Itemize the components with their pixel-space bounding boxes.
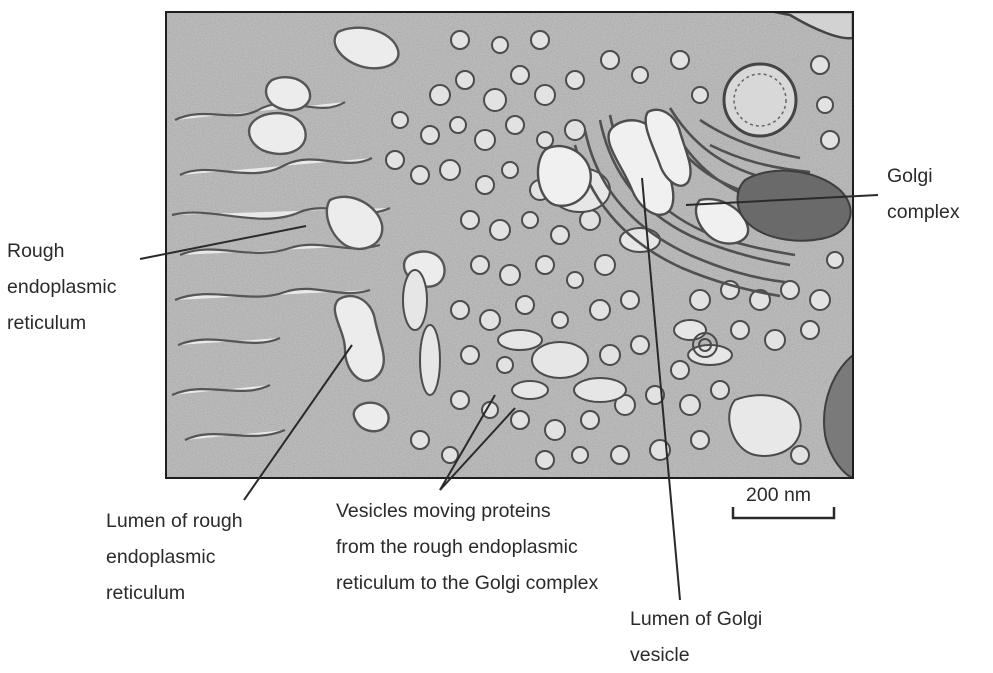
scale-bar (731, 507, 836, 520)
dark-organelles (722, 12, 853, 478)
leader-vesicle-1 (439, 394, 496, 491)
leader-lumen-golgi (641, 177, 681, 601)
leader-rough-er (139, 225, 307, 260)
label-lumen-golgi: Lumen of Golgi vesicle (630, 601, 762, 673)
label-lumen-golgi-line1: Lumen of Golgi (630, 608, 763, 630)
vesicles (385, 30, 844, 470)
micrograph-frame (165, 11, 854, 479)
label-lumen-rough-er-line2: endoplasmic (106, 546, 216, 568)
label-golgi-complex: Golgi complex (887, 158, 960, 230)
label-lumen-rough-er-line1: Lumen of rough (106, 510, 243, 532)
label-rough-er-line2: endoplasmic (7, 276, 117, 298)
label-lumen-rough-er-line3: reticulum (106, 582, 186, 604)
rough-er-lumens (247, 26, 446, 433)
leader-golgi-complex (685, 194, 879, 206)
label-rough-er-line3: reticulum (7, 312, 87, 334)
membrane-whorl (692, 332, 718, 358)
leader-lumen-rough-er (243, 344, 353, 501)
label-vesicles: Vesicles moving proteins from the rough … (336, 493, 598, 601)
label-vesicles-line3: reticulum to the Golgi complex (336, 572, 599, 594)
label-vesicles-line1: Vesicles moving proteins (336, 500, 551, 522)
golgi-lumen (536, 108, 750, 245)
label-rough-er: Rough endoplasmic reticulum (7, 233, 116, 341)
label-golgi-complex-line1: Golgi (887, 165, 933, 187)
label-vesicles-line2: from the rough endoplasmic (336, 536, 578, 558)
label-rough-er-line1: Rough (7, 240, 65, 262)
leader-vesicle-2 (439, 407, 516, 491)
leader-lines (139, 177, 879, 601)
label-golgi-complex-line2: complex (887, 201, 960, 223)
label-lumen-golgi-line2: vesicle (630, 644, 690, 666)
label-lumen-rough-er: Lumen of rough endoplasmic reticulum (106, 503, 243, 611)
micrograph-image (166, 12, 853, 478)
scale-bar-label: 200 nm (746, 484, 812, 506)
